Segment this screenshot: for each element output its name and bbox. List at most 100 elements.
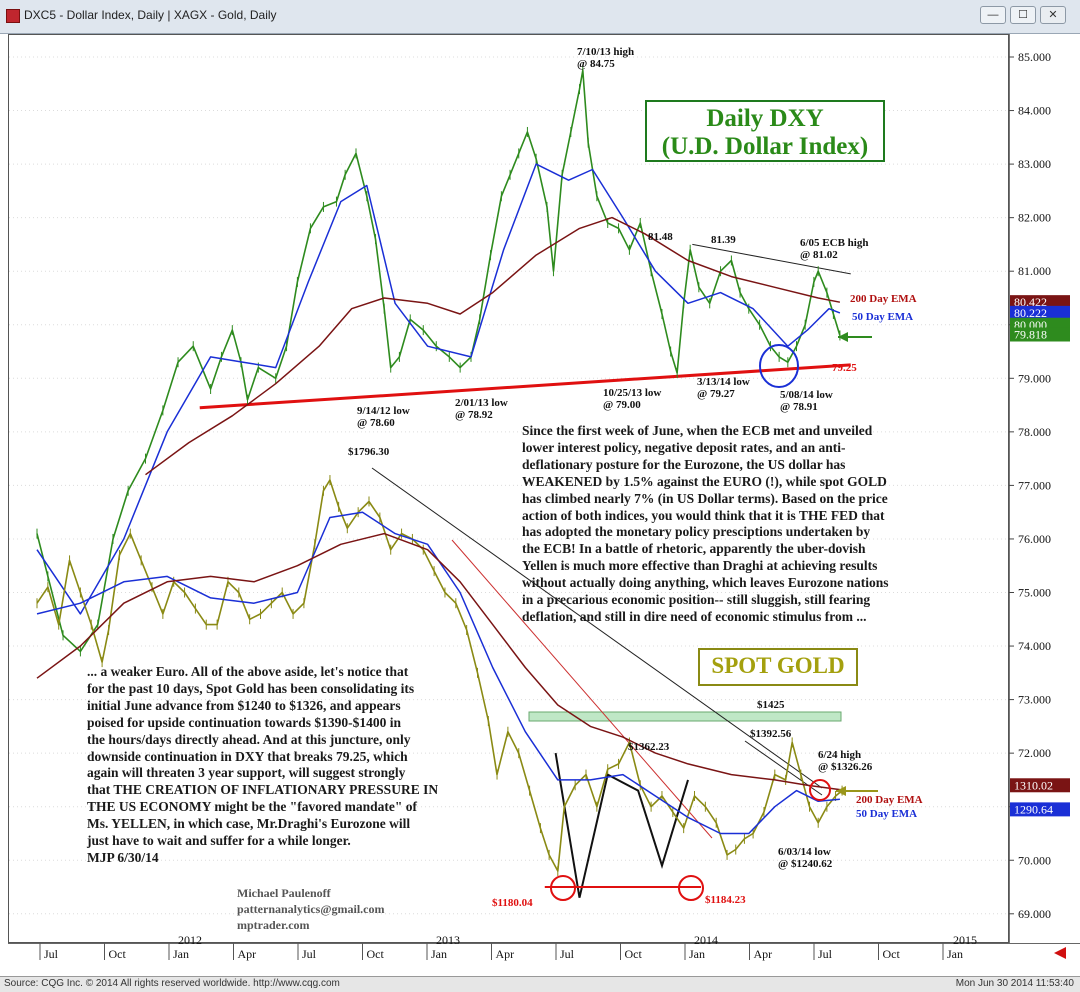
price-label-text: 1310.02 xyxy=(1014,778,1053,792)
gold-price-line xyxy=(36,479,843,872)
y-axis-tick-label: 69.000 xyxy=(1018,907,1051,921)
x-axis-year-label: 2014 xyxy=(694,933,718,947)
gold-current-arrow-head xyxy=(836,786,846,796)
x-axis-tick-label: Jul xyxy=(302,947,317,961)
dxy-annotation: 10/25/13 low @ 79.00 xyxy=(603,387,661,411)
window-titlebar: DXC5 - Dollar Index, Daily | XAGX - Gold… xyxy=(0,0,1080,34)
gold-ema200-line xyxy=(36,532,840,791)
x-axis-tick-label: Jul xyxy=(818,947,833,961)
y-axis-tick-label: 81.000 xyxy=(1018,264,1051,278)
chart-layer xyxy=(9,56,1008,915)
dxy-downtrend-line xyxy=(692,243,851,275)
price-label-box xyxy=(1010,802,1070,817)
gold-red-trend-line xyxy=(451,539,713,839)
gold-ema50-line xyxy=(36,511,840,835)
y-axis-tick-label: 73.000 xyxy=(1018,693,1051,707)
time-axis[interactable] xyxy=(8,943,1080,977)
x-axis-tick-label: Oct xyxy=(367,947,385,961)
status-footer: Source: CQG Inc. © 2014 All rights reser… xyxy=(0,976,1080,992)
dxy-annotation: 81.48 xyxy=(648,231,673,243)
gold-resistance-zone xyxy=(528,711,842,722)
gold-annotation: $1796.30 xyxy=(348,446,390,458)
y-axis-tick-label: 76.000 xyxy=(1018,532,1051,546)
price-label-box xyxy=(1010,305,1070,320)
x-axis-tick-label: Apr xyxy=(496,947,515,961)
y-axis-tick-label: 83.000 xyxy=(1018,157,1051,171)
minimize-button[interactable]: — xyxy=(980,6,1006,24)
y-axis-tick-label: 85.000 xyxy=(1018,50,1051,64)
gold-annotation: 6/24 high @ $1326.26 xyxy=(818,749,873,773)
x-axis-year-label: 2013 xyxy=(436,933,460,947)
gold-double-bottom-pattern xyxy=(554,752,689,898)
gold-chart-title: SPOT GOLD xyxy=(698,648,858,686)
x-axis-tick-label: Jul xyxy=(560,947,575,961)
dxy-support-line xyxy=(199,363,851,410)
x-axis-tick-label: Jan xyxy=(431,947,447,961)
dxy-annotation: 9/14/12 low @ 78.60 xyxy=(357,405,410,429)
dxy-annotation: 3/13/14 low @ 79.27 xyxy=(697,376,750,400)
gold-bottom2-circle xyxy=(678,875,704,901)
dxy-annotation: 7/10/13 high @ 84.75 xyxy=(577,46,634,70)
x-axis-tick-label: Apr xyxy=(238,947,257,961)
x-axis-tick-label: Oct xyxy=(625,947,643,961)
y-axis-tick-label: 77.000 xyxy=(1018,478,1051,492)
y-axis-tick-label: 79.000 xyxy=(1018,371,1051,385)
x-axis-tick-label: Jan xyxy=(689,947,705,961)
dxy-ema50-line xyxy=(36,163,841,615)
gold-annotation: $1362.23 xyxy=(628,741,670,753)
dxy-ema50-label: 50 Day EMA xyxy=(852,311,913,323)
price-label-text: 80.422 xyxy=(1014,295,1047,309)
footer-timestamp: Mon Jun 30 2014 11:53:40 xyxy=(955,978,1074,989)
gold-long-downtrend-line xyxy=(371,467,823,789)
y-axis-tick-label: 74.000 xyxy=(1018,639,1051,653)
dxy-chart-title: Daily DXY (U.D. Dollar Index) xyxy=(645,100,885,162)
gold-annotation: $1180.04 xyxy=(492,897,533,909)
y-axis-tick-label: 82.000 xyxy=(1018,211,1051,225)
scroll-right-icon xyxy=(1054,947,1066,959)
dxy-annotation: 6/05 ECB high @ 81.02 xyxy=(800,237,868,261)
gold-annotation: $1184.23 xyxy=(705,894,746,906)
dxy-low-circle xyxy=(759,344,799,388)
app-icon xyxy=(6,9,20,23)
dxy-ema200-label: 200 Day EMA xyxy=(850,293,917,305)
x-axis-year-label: 2012 xyxy=(178,933,202,947)
y-axis-tick-label: 84.000 xyxy=(1018,104,1051,118)
x-axis-tick-label: Oct xyxy=(109,947,127,961)
gold-annotation: $1392.56 xyxy=(750,728,792,740)
dxy-support-label: 79.25 xyxy=(832,362,857,374)
gold-annotation: 6/03/14 low @ $1240.62 xyxy=(778,846,833,870)
price-label-box xyxy=(1010,778,1070,793)
x-axis-tick-label: Jan xyxy=(947,947,963,961)
gold-ema200-label: 200 Day EMA xyxy=(856,794,923,806)
price-label-text: 1290.64 xyxy=(1014,802,1053,816)
x-axis-tick-label: Apr xyxy=(754,947,773,961)
gold-bottom1-circle xyxy=(550,875,576,901)
dxy-price-line xyxy=(36,69,841,653)
close-button[interactable]: ✕ xyxy=(1040,6,1066,24)
close-icon: ✕ xyxy=(1048,9,1058,21)
maximize-icon: ☐ xyxy=(1018,9,1028,21)
dxy-ema200-line xyxy=(145,216,841,476)
author-signature: Michael Paulenoff patternanalytics@gmail… xyxy=(237,886,385,932)
dxy-annotation: 81.39 xyxy=(711,234,736,246)
gold-ema50-label: 50 Day EMA xyxy=(856,808,917,820)
x-axis-tick-label: Oct xyxy=(883,947,901,961)
x-axis-tick-label: Jul xyxy=(44,947,59,961)
minimize-icon: — xyxy=(987,9,999,21)
y-axis-tick-label: 70.000 xyxy=(1018,853,1051,867)
dxy-commentary: Since the first week of June, when the E… xyxy=(522,423,889,624)
gold-annotation: $1425 xyxy=(757,699,785,711)
dxy-annotation: 5/08/14 low @ 78.91 xyxy=(780,389,833,413)
y-axis-tick-label: 78.000 xyxy=(1018,425,1051,439)
gold-high-circle xyxy=(809,779,831,801)
x-axis-tick-label: Jan xyxy=(173,947,189,961)
dxy-annotation: 2/01/13 low @ 78.92 xyxy=(455,397,508,421)
price-label-box xyxy=(1010,327,1070,342)
y-axis-tick-label: 72.000 xyxy=(1018,746,1051,760)
price-label-text: 79.818 xyxy=(1014,327,1047,341)
maximize-button[interactable]: ☐ xyxy=(1010,6,1036,24)
x-axis-year-label: 2015 xyxy=(953,933,977,947)
dxy-current-arrow-head xyxy=(838,332,848,342)
window-title: DXC5 - Dollar Index, Daily | XAGX - Gold… xyxy=(24,8,277,22)
